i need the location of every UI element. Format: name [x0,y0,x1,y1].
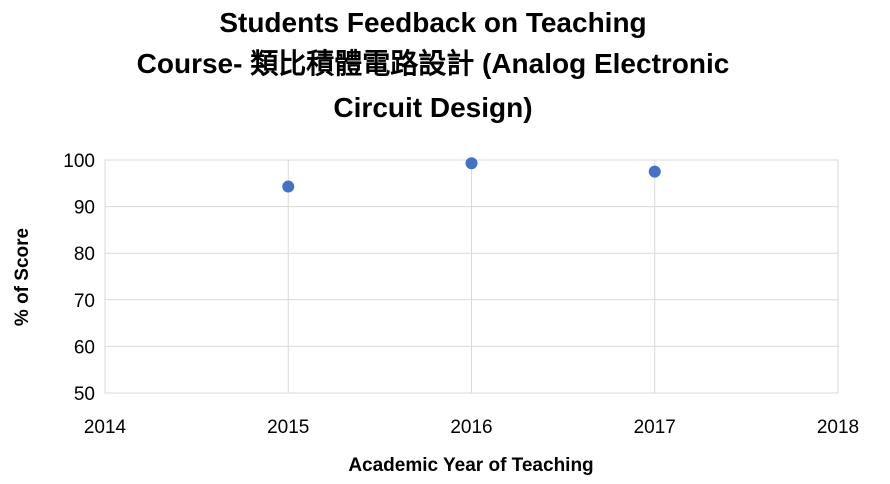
chart-title-line-1: Students Feedback on Teaching [219,7,646,38]
x-axis-title: Academic Year of Teaching [348,455,593,476]
gridlines [104,159,839,394]
y-tick-label: 90 [74,198,95,219]
y-tick-label: 60 [74,337,95,358]
y-tick-label: 80 [74,244,95,265]
y-axis-title: % of Score [12,228,33,326]
data-series [282,157,661,193]
x-axis-ticks: 2014 2015 2016 2017 2018 [84,417,859,438]
y-tick-label: 100 [63,151,95,172]
x-tick-label: 2016 [450,417,492,438]
x-tick-label: 2014 [84,417,127,438]
x-tick-label: 2017 [634,417,676,438]
data-point [648,165,661,178]
x-tick-label: 2015 [267,417,309,438]
chart-title-line-2: Course- 類比積體電路設計 (Analog Electronic [137,47,730,79]
x-tick-label: 2018 [817,417,859,438]
data-point [465,157,478,170]
y-tick-label: 50 [74,384,95,405]
y-tick-label: 70 [74,291,95,312]
y-axis-ticks: 50 60 70 80 90 100 [63,151,95,405]
chart-title: Students Feedback on Teaching Course- 類比… [137,7,730,123]
chart-title-line-3: Circuit Design) [333,92,532,123]
data-point [282,180,295,193]
